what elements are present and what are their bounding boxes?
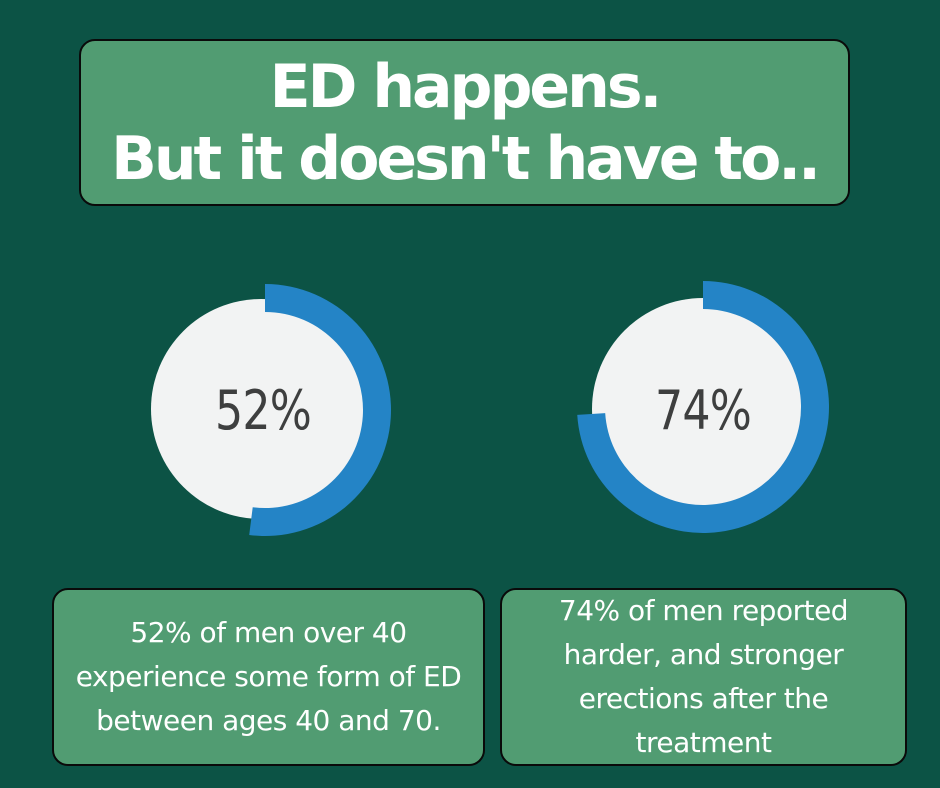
ring-percentage-label: 74% <box>655 378 752 442</box>
title-banner: ED happens. But it doesn't have to.. <box>79 39 850 206</box>
ring-chart-icon <box>151 284 391 536</box>
progress-ring-74: 74% <box>573 280 833 540</box>
stat-description: 52% of men over 40 experience some form … <box>75 616 462 737</box>
title-line-1: ED happens. <box>269 51 663 122</box>
title-line-2: But it doesn't have to.. <box>111 123 821 194</box>
progress-ring-52: 52% <box>133 280 393 540</box>
stat-description: 74% of men reported harder, and stronger… <box>558 594 849 759</box>
ring-chart-icon <box>577 281 829 533</box>
stat-card-52: 52% of men over 40 experience some form … <box>52 588 485 766</box>
stat-card-74: 74% of men reported harder, and stronger… <box>500 588 907 766</box>
ring-percentage-label: 52% <box>215 378 312 442</box>
